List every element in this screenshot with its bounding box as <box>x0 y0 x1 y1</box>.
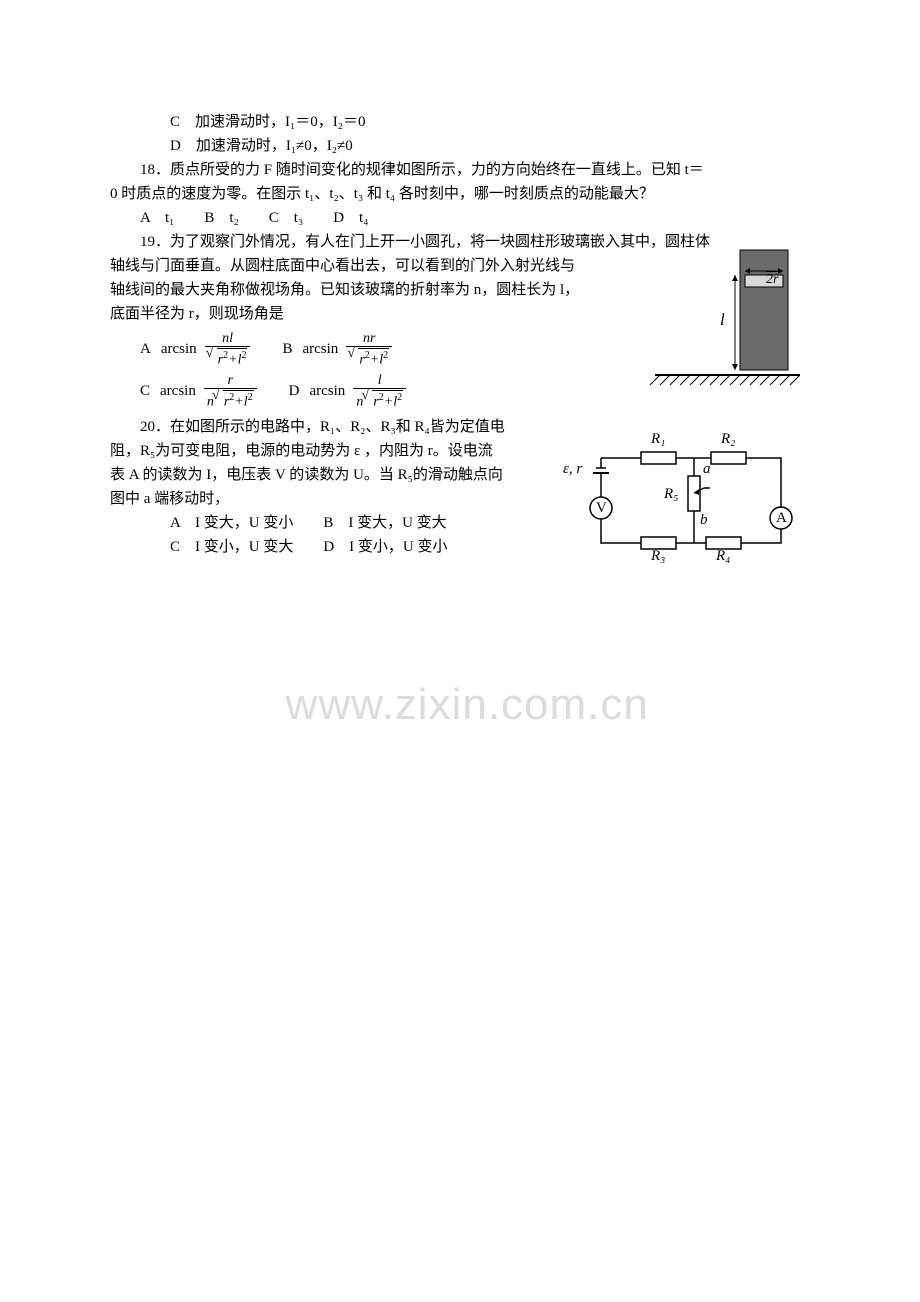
q18-options: A t₁ B t₂ C t₃ D t₄ <box>110 206 810 230</box>
q19-opt-b: B arcsin nr r2+l2 <box>282 332 394 368</box>
fraction-c: r nr2+l2 <box>204 374 257 410</box>
q19-line4: 底面半径为 r，则现场角是 <box>110 302 590 326</box>
q20-line3: 表 A 的读数为 I，电压表 V 的读数为 U。当 R₅的滑动触点向 <box>110 463 590 487</box>
q20-line2: 阻，R₅为可变电阻，电源的电动势为 ε ，内阻为 r。设电流 <box>110 439 590 463</box>
fraction-a: nl r2+l2 <box>205 332 251 368</box>
arcsin-label: arcsin <box>309 383 345 400</box>
fraction-d: l nr2+l2 <box>353 374 406 410</box>
circuit-label-r4: R₄ <box>716 548 730 565</box>
q17-opt-d: D 加速滑动时，I₁≠0，I₂≠0 <box>110 134 810 158</box>
cylinder-label-2r: 2r <box>766 271 778 288</box>
arcsin-label: arcsin <box>160 383 196 400</box>
opt-label-b: B <box>282 341 292 358</box>
circuit-label-a: A <box>776 510 787 527</box>
q19-opt-a: A arcsin nl r2+l2 <box>140 332 252 368</box>
circuit-label-v: V <box>596 500 607 517</box>
figure-circuit: R₁ R₂ R₃ R₄ R₅ a b ε, r V A <box>566 428 796 573</box>
q18-line2: 0 时质点的速度为零。在图示 t₁、t₂、t₃ 和 t₄ 各时刻中，哪一时刻质点… <box>110 182 810 206</box>
q19-line2: 轴线与门面垂直。从圆柱底面中心看出去，可以看到的门外入射光线与 <box>110 254 590 278</box>
q19-opt-d: D arcsin l nr2+l2 <box>289 374 408 410</box>
page: C 加速滑动时，I₁＝0，I₂＝0 D 加速滑动时，I₁≠0，I₂≠0 18．质… <box>0 0 920 1302</box>
cylinder-label-l: l <box>720 310 725 330</box>
q18-line1: 18．质点所受的力 F 随时间变化的规律如图所示，力的方向始终在一直线上。已知 … <box>110 158 810 182</box>
figure-cylinder: l 2r <box>635 245 800 405</box>
arcsin-label: arcsin <box>161 341 197 358</box>
fraction-b: nr r2+l2 <box>346 332 392 368</box>
q20-line1: 20．在如图所示的电路中，R₁、R₂、R₃和 R₄皆为定值电 <box>110 415 590 439</box>
arcsin-label: arcsin <box>302 341 338 358</box>
watermark-text: www.zixin.com.cn <box>286 680 649 730</box>
q17-opt-c: C 加速滑动时，I₁＝0，I₂＝0 <box>110 110 810 134</box>
circuit-label-a-node: a <box>703 461 711 478</box>
cylinder-svg <box>635 245 800 405</box>
circuit-label-b-node: b <box>700 512 708 529</box>
q19-opt-c: C arcsin r nr2+l2 <box>140 374 259 410</box>
q19-line3: 轴线间的最大夹角称做视场角。已知该玻璃的折射率为 n，圆柱长为 l， <box>110 278 590 302</box>
circuit-label-r2: R₂ <box>721 431 735 448</box>
circuit-label-r3: R₃ <box>651 548 665 565</box>
circuit-label-r5: R₅ <box>664 486 678 503</box>
opt-label-d: D <box>289 383 300 400</box>
opt-label-a: A <box>140 341 151 358</box>
circuit-label-emf: ε, r <box>563 461 582 478</box>
circuit-label-r1: R₁ <box>651 431 665 448</box>
opt-label-c: C <box>140 383 150 400</box>
q20-line4: 图中 a 端移动时， <box>110 487 590 511</box>
